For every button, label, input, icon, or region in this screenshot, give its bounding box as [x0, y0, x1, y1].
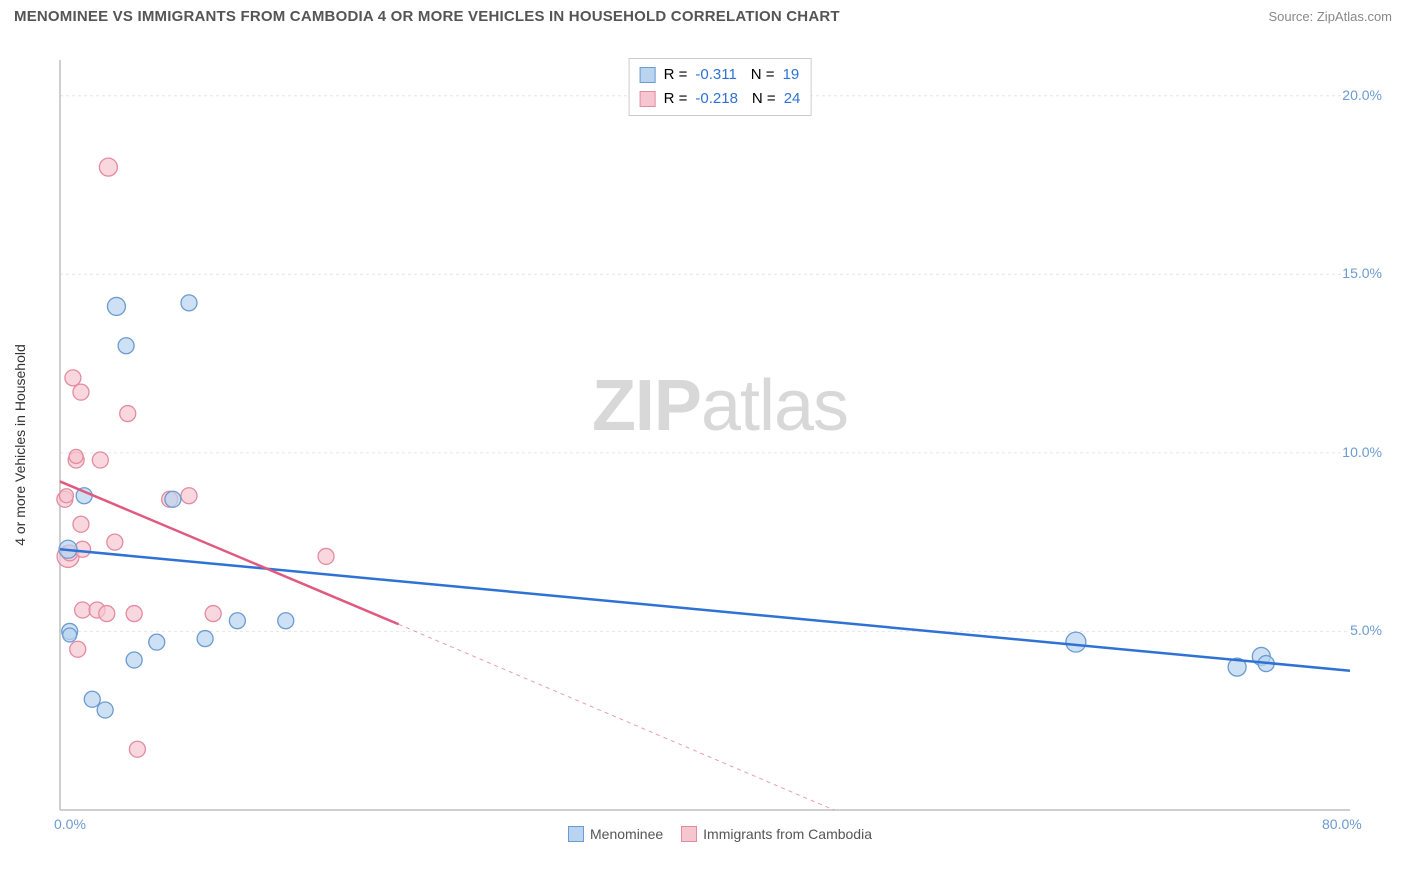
r-label: R =: [664, 63, 688, 87]
n-value-a: 19: [783, 63, 800, 87]
r-value-b: -0.218: [695, 87, 738, 111]
y-tick-label: 10.0%: [1342, 444, 1382, 460]
scatter-plot: [50, 50, 1390, 840]
x-tick-label: 80.0%: [1322, 816, 1362, 832]
source-attribution: Source: ZipAtlas.com: [1268, 9, 1392, 24]
legend-item-b: Immigrants from Cambodia: [681, 826, 872, 842]
y-tick-label: 20.0%: [1342, 87, 1382, 103]
swatch-b: [640, 91, 656, 107]
n-label: N =: [751, 63, 775, 87]
n-value-b: 24: [784, 87, 801, 111]
legend-item-a: Menominee: [568, 826, 663, 842]
legend-label-b: Immigrants from Cambodia: [703, 826, 872, 842]
legend-row-b: R = -0.218 N = 24: [640, 87, 801, 111]
x-tick-label: 0.0%: [54, 816, 86, 832]
r-label: R =: [664, 87, 688, 111]
swatch-a: [640, 67, 656, 83]
y-tick-label: 15.0%: [1342, 265, 1382, 281]
chart-area: 4 or more Vehicles in Household ZIPatlas…: [50, 50, 1390, 840]
swatch-a: [568, 826, 584, 842]
legend-row-a: R = -0.311 N = 19: [640, 63, 801, 87]
y-axis-label: 4 or more Vehicles in Household: [12, 344, 28, 546]
series-legend: Menominee Immigrants from Cambodia: [568, 826, 872, 842]
correlation-legend: R = -0.311 N = 19 R = -0.218 N = 24: [629, 58, 812, 116]
chart-title: MENOMINEE VS IMMIGRANTS FROM CAMBODIA 4 …: [14, 8, 840, 25]
legend-label-a: Menominee: [590, 826, 663, 842]
swatch-b: [681, 826, 697, 842]
y-tick-label: 5.0%: [1350, 622, 1382, 638]
r-value-a: -0.311: [695, 63, 736, 87]
n-label: N =: [752, 87, 776, 111]
